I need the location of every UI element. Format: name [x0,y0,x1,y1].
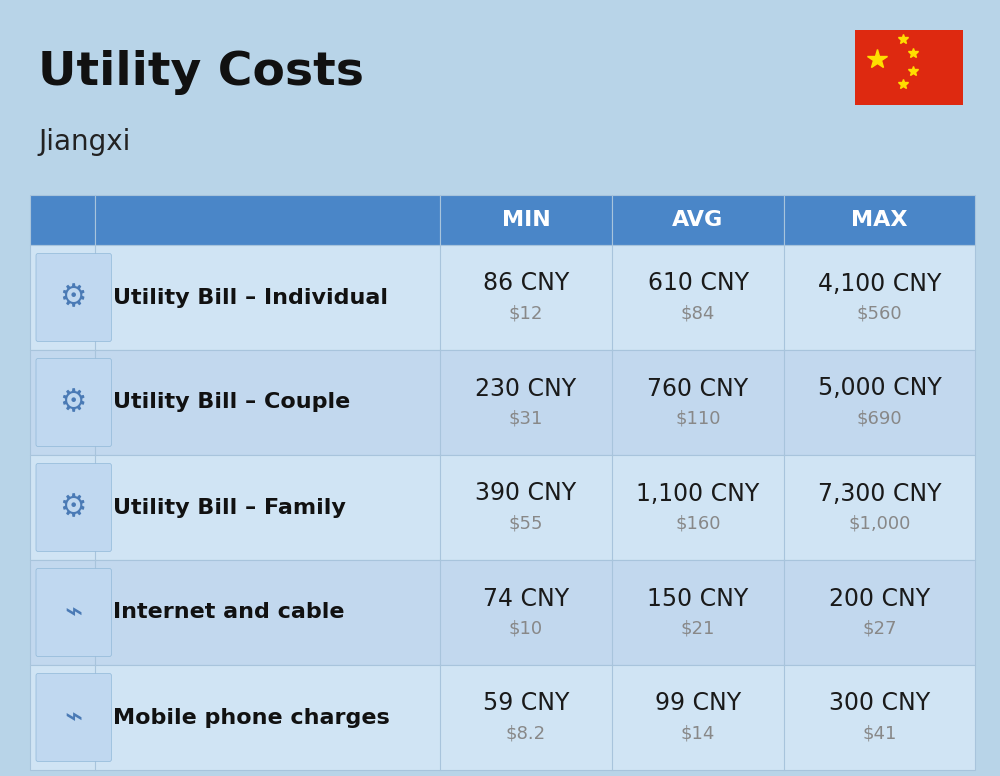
Text: $31: $31 [509,410,543,428]
Text: Internet and cable: Internet and cable [113,602,344,622]
Text: 74 CNY: 74 CNY [483,587,569,611]
Text: $27: $27 [862,619,897,638]
Text: $14: $14 [681,725,715,743]
Text: $160: $160 [675,514,721,532]
Text: $10: $10 [509,619,543,638]
Text: 390 CNY: 390 CNY [475,481,577,505]
Text: $110: $110 [675,410,721,428]
Text: ⌁: ⌁ [64,598,82,627]
FancyBboxPatch shape [30,350,975,455]
FancyBboxPatch shape [440,195,612,245]
Text: 1,100 CNY: 1,100 CNY [636,481,760,505]
Text: 760 CNY: 760 CNY [647,376,749,400]
Text: AVG: AVG [672,210,724,230]
Text: 150 CNY: 150 CNY [647,587,749,611]
Text: 4,100 CNY: 4,100 CNY [818,272,941,296]
FancyBboxPatch shape [36,569,111,656]
Text: 99 CNY: 99 CNY [655,691,741,715]
Text: Utility Bill – Individual: Utility Bill – Individual [113,287,388,307]
Text: $1,000: $1,000 [848,514,911,532]
FancyBboxPatch shape [30,195,95,245]
Text: 59 CNY: 59 CNY [483,691,569,715]
Text: MAX: MAX [851,210,908,230]
Text: 86 CNY: 86 CNY [483,272,569,296]
Text: 610 CNY: 610 CNY [648,272,748,296]
Text: 5,000 CNY: 5,000 CNY [818,376,941,400]
Text: Utility Costs: Utility Costs [38,50,364,95]
Text: $12: $12 [509,304,543,323]
Text: $21: $21 [681,619,715,638]
Text: Mobile phone charges: Mobile phone charges [113,708,390,728]
Text: $84: $84 [681,304,715,323]
Text: Utility Bill – Couple: Utility Bill – Couple [113,393,350,413]
FancyBboxPatch shape [36,359,111,446]
Text: 7,300 CNY: 7,300 CNY [818,481,941,505]
Text: $41: $41 [862,725,897,743]
Text: MIN: MIN [502,210,550,230]
Text: 200 CNY: 200 CNY [829,587,930,611]
Text: $690: $690 [857,410,902,428]
Text: ⌁: ⌁ [64,703,82,732]
FancyBboxPatch shape [30,245,975,350]
FancyBboxPatch shape [30,560,975,665]
Text: $8.2: $8.2 [506,725,546,743]
Text: ⚙: ⚙ [60,493,87,522]
FancyBboxPatch shape [784,195,975,245]
Text: $55: $55 [509,514,543,532]
FancyBboxPatch shape [36,674,111,761]
FancyBboxPatch shape [855,30,963,105]
Text: $560: $560 [857,304,902,323]
FancyBboxPatch shape [30,665,975,770]
Text: ⚙: ⚙ [60,283,87,312]
Text: Jiangxi: Jiangxi [38,128,130,156]
Text: 300 CNY: 300 CNY [829,691,930,715]
Text: 230 CNY: 230 CNY [475,376,577,400]
Text: ⚙: ⚙ [60,388,87,417]
Text: Utility Bill – Family: Utility Bill – Family [113,497,346,518]
FancyBboxPatch shape [612,195,784,245]
FancyBboxPatch shape [36,463,111,552]
FancyBboxPatch shape [95,195,440,245]
FancyBboxPatch shape [30,455,975,560]
FancyBboxPatch shape [36,254,111,341]
